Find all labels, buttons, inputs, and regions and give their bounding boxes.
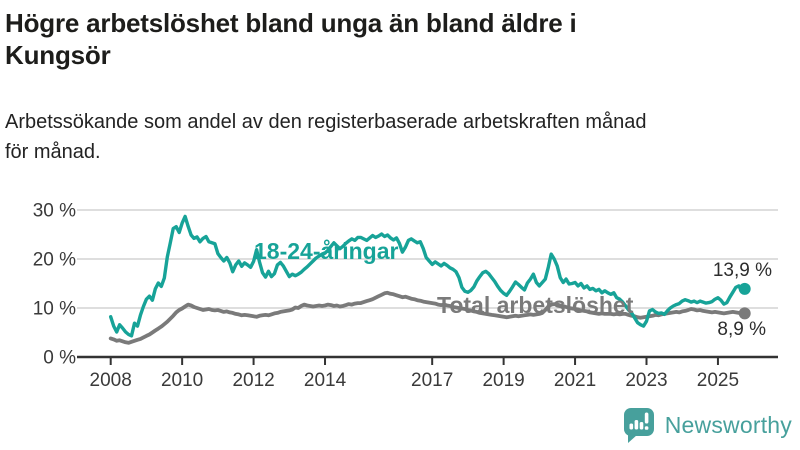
page-title: Högre arbetslöshet bland unga än bland ä… [5, 8, 577, 70]
x-axis-tick-label: 2019 [482, 370, 524, 391]
chart-subtitle: Arbetssökande som andel av den registerb… [5, 111, 647, 163]
series-line-youth [108, 214, 747, 338]
series-label-youth: 18-24-åringar [254, 238, 399, 264]
x-axis-tick-label: 2023 [625, 370, 667, 391]
y-axis-tick-label: 0 % [43, 348, 76, 369]
series-label-total: Total arbetslöshet [437, 292, 634, 318]
newsworthy-brand-text: Newsworthy [664, 411, 792, 438]
series-end-value-total: 8,9 % [717, 319, 766, 340]
newsworthy-bubble-chart-icon [623, 408, 654, 443]
x-axis-tick-label: 2017 [411, 370, 453, 391]
series-end-dot-total [738, 307, 751, 320]
newsworthy-logo[interactable]: Newsworthy [622, 406, 792, 444]
series-line-total [108, 290, 747, 345]
y-axis-tick-label: 20 % [33, 250, 76, 271]
chart-header: Högre arbetslöshet bland unga än bland ä… [0, 0, 800, 167]
x-axis-tick-label: 2010 [161, 370, 203, 391]
x-axis-tick-label: 2008 [90, 370, 132, 391]
x-axis-tick-label: 2021 [554, 370, 596, 391]
x-axis-tick-label: 2012 [232, 370, 274, 391]
y-axis-tick-label: 10 % [33, 299, 76, 320]
x-axis-tick-label: 2025 [697, 370, 739, 391]
y-axis-tick-label: 30 % [33, 201, 76, 222]
series-end-value-youth: 13,9 % [713, 260, 772, 281]
series-end-dot-youth [738, 282, 751, 295]
x-axis-tick-label: 2014 [304, 370, 347, 391]
unemployment-line-chart: 0 % 10 % 20 % 30 % 2008 2010 2012 2014 2017 2019 2… [33, 201, 778, 391]
